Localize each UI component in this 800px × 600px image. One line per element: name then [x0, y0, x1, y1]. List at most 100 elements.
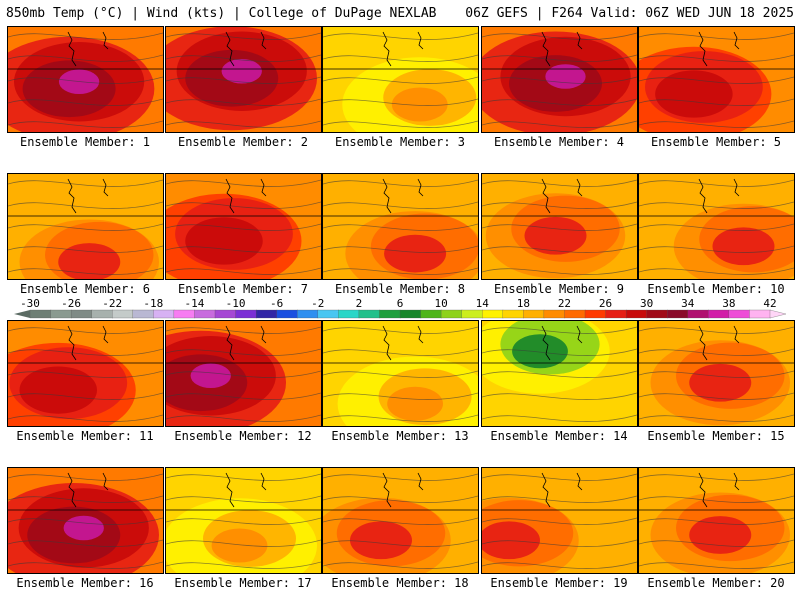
colorbar-tick-label: 42	[763, 297, 776, 310]
temperature-map	[323, 27, 478, 132]
colorbar-swatch	[276, 309, 298, 319]
member-caption: Ensemble Member: 7	[177, 282, 309, 296]
colorbar-swatch	[173, 309, 196, 319]
member-map-panel[interactable]	[481, 26, 638, 133]
temperature-map	[639, 174, 794, 279]
member-map-panel[interactable]	[481, 173, 638, 280]
product-title: 850mb Temp (°C) | Wind (kts) | College o…	[6, 6, 437, 21]
colorbar-swatch	[358, 309, 381, 319]
member-map-panel[interactable]	[165, 26, 322, 133]
member-caption: Ensemble Member: 17	[174, 576, 312, 590]
member-caption: Ensemble Member: 5	[650, 135, 782, 149]
colorbar-swatch	[50, 309, 72, 319]
member-map-panel[interactable]	[638, 320, 795, 427]
member-caption: Ensemble Member: 13	[331, 429, 469, 443]
colorbar-tick-label: -26	[61, 297, 81, 310]
colorbar-swatch	[112, 309, 134, 319]
member-caption: Ensemble Member: 1	[19, 135, 151, 149]
colorbar-tick-label: -30	[20, 297, 40, 310]
member-map-panel[interactable]	[322, 320, 479, 427]
colorbar-swatch	[708, 309, 730, 319]
colorbar-tick-label: 2	[356, 297, 363, 310]
temperature-map	[8, 27, 163, 132]
member-caption: Ensemble Member: 8	[334, 282, 466, 296]
colorbar-min-arrow	[14, 310, 30, 318]
colorbar-swatch	[687, 309, 709, 319]
colorbar-tick-label: -22	[102, 297, 122, 310]
colorbar-swatch	[482, 309, 504, 319]
member-map-panel[interactable]	[7, 173, 164, 280]
temperature-map	[482, 321, 637, 426]
member-caption: Ensemble Member: 20	[647, 576, 785, 590]
temperature-map	[8, 174, 163, 279]
colorbar-swatch	[523, 309, 545, 319]
colorbar-tick-label: 22	[558, 297, 571, 310]
member-caption: Ensemble Member: 9	[493, 282, 625, 296]
member-map-panel[interactable]	[322, 467, 479, 574]
colorbar-tick-label: 14	[476, 297, 490, 310]
colorbar-tick-label: 30	[640, 297, 653, 310]
member-map-panel[interactable]	[481, 320, 638, 427]
temperature-map	[8, 321, 163, 426]
member-caption: Ensemble Member: 4	[493, 135, 625, 149]
colorbar-swatch	[194, 309, 216, 319]
member-map-panel[interactable]	[7, 320, 164, 427]
colorbar-tick-label: -18	[143, 297, 163, 310]
colorbar-max-arrow	[769, 309, 787, 319]
colorbar-swatch	[749, 309, 771, 319]
member-map-panel[interactable]	[7, 467, 164, 574]
colorbar-tick-label: -14	[185, 297, 205, 310]
colorbar-tick-label: -2	[311, 297, 324, 310]
colorbar-swatch	[564, 309, 586, 319]
colorbar-swatch	[440, 309, 463, 319]
colorbar-swatch	[70, 309, 93, 319]
member-caption: Ensemble Member: 11	[16, 429, 154, 443]
member-map-panel[interactable]	[481, 467, 638, 574]
member-map-panel[interactable]	[322, 26, 479, 133]
temperature-map	[639, 321, 794, 426]
colorbar-swatch	[29, 309, 52, 319]
member-caption: Ensemble Member: 16	[16, 576, 154, 590]
colorbar-swatch	[667, 309, 689, 319]
colorbar: -30 -26 -22 -18 -14 -10 -6 -2 2 6 10 14 18 22 26 30 34 38…	[0, 296, 800, 320]
temperature-map	[166, 174, 321, 279]
member-map-panel[interactable]	[165, 173, 322, 280]
temperature-map	[166, 468, 321, 573]
member-map-panel[interactable]	[165, 467, 322, 574]
member-caption: Ensemble Member: 18	[331, 576, 469, 590]
member-map-panel[interactable]	[165, 320, 322, 427]
temperature-map	[166, 321, 321, 426]
colorbar-swatch	[297, 309, 319, 319]
temperature-map	[8, 468, 163, 573]
colorbar-tick-label: 6	[397, 297, 404, 310]
colorbar-swatch	[502, 309, 524, 319]
member-map-panel[interactable]	[7, 26, 164, 133]
header: 850mb Temp (°C) | Wind (kts) | College o…	[0, 0, 800, 24]
member-caption: Ensemble Member: 3	[334, 135, 466, 149]
member-caption: Ensemble Member: 14	[490, 429, 628, 443]
temperature-map	[323, 174, 478, 279]
colorbar-swatch	[91, 309, 113, 319]
member-map-panel[interactable]	[322, 173, 479, 280]
colorbar-tick-label: 10	[434, 297, 447, 310]
colorbar-swatch	[399, 309, 422, 319]
temperature-map	[639, 27, 794, 132]
colorbar-tick-label: 18	[517, 297, 530, 310]
colorbar-tick-label: -6	[270, 297, 283, 310]
temperature-map	[639, 468, 794, 573]
colorbar-swatch	[625, 309, 648, 319]
member-map-panel[interactable]	[638, 173, 795, 280]
colorbar-swatch	[153, 309, 175, 319]
member-caption: Ensemble Member: 19	[490, 576, 628, 590]
colorbar-scale: -30 -26 -22 -18 -14 -10 -6 -2 2 6 10 14 18 22 26 30 34 38…	[14, 297, 787, 319]
member-caption: Ensemble Member: 10	[647, 282, 785, 296]
colorbar-swatch	[605, 309, 627, 319]
temperature-map	[482, 174, 637, 279]
colorbar-tick-label: 34	[681, 297, 695, 310]
colorbar-swatch	[132, 309, 154, 319]
colorbar-swatch	[728, 309, 751, 319]
colorbar-tick-label: 38	[722, 297, 735, 310]
colorbar-swatch	[646, 309, 668, 319]
member-map-panel[interactable]	[638, 467, 795, 574]
member-map-panel[interactable]	[638, 26, 795, 133]
